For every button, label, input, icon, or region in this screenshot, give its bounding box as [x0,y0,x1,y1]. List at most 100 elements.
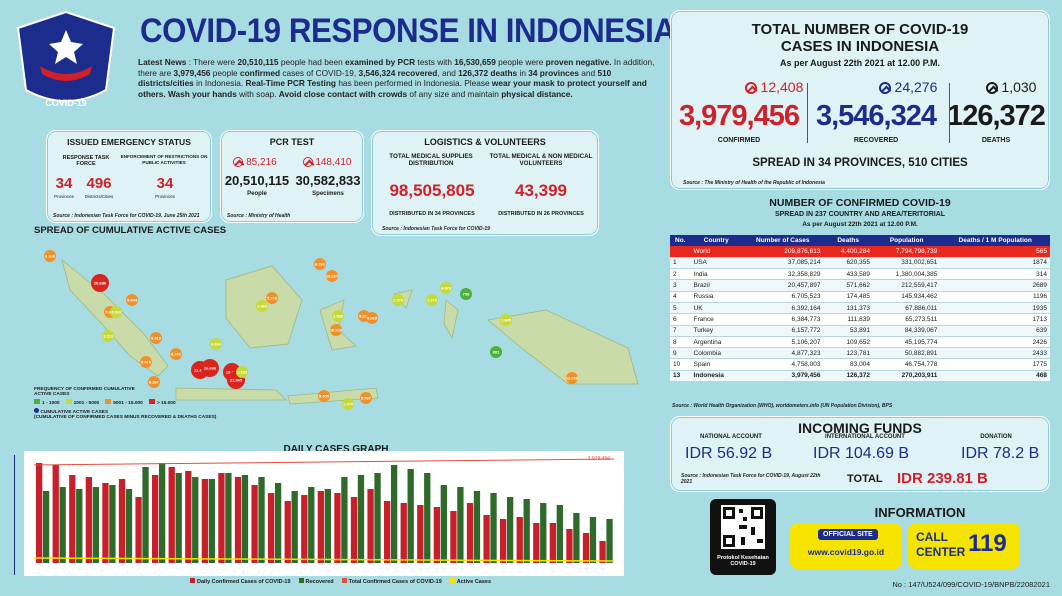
news-segment: wear your mask to protect yourself and o… [138,78,647,99]
intl-label: INTERNATIONAL ACCOUNT [825,434,905,440]
legend-items: 1 - 1000 1001 - 5000 5001 - 15.000 > 15.000 [34,399,274,406]
table-row: 10 Spain 4,758,003 83,004 46,754,778 1775 [670,358,1050,371]
daily-confirmed-bar [201,479,209,563]
total-label: TOTAL [847,473,883,485]
recovered-label: RECOVERED [853,137,899,144]
news-segment: Latest News [138,57,187,67]
page-title: COVID-19 RESPONSE IN INDONESIA [140,12,676,50]
incoming-funds-panel: INCOMING FUNDS NATIONAL ACCOUNT INTERNAT… [670,416,1050,492]
table-row: 4 Russia 6,705,523 174,485 145,934,462 1196 [670,291,1050,303]
recovered-bar [457,487,464,563]
table-cell: 50,882,891 [872,347,941,360]
map-marker-label: 8.397 [149,380,160,385]
news-segment: proven negative. [545,57,612,67]
news-segment: and [578,67,598,78]
table-cell: 3,979,456 [742,370,824,383]
qr-box[interactable]: Protokol Kesehatan COVID-19 [710,499,776,575]
table-cell: 111,839 [823,313,873,326]
map-marker: 5.097 [360,392,372,404]
table-cell: 270,203,911 [872,370,941,383]
table-cell: 314 [940,268,1050,281]
map-marker-label: 21.965 [230,378,243,383]
table-cell: 620,355 [823,257,873,270]
emergency-source: Source : Indonesian Task Force for COVID… [53,213,200,219]
national-label: NATIONAL ACCOUNT [700,434,762,440]
map-marker: 4.003 [110,306,122,318]
daily-confirmed-bar [52,465,59,563]
map-marker: 5.265 [266,292,278,304]
recovered-value: 3,546,324 [815,100,937,132]
table-cell: 84,339,067 [872,325,941,337]
center-label: CENTER [916,545,966,559]
legend-active: CUMULATIVE ACTIVE CASES [34,408,274,415]
table-cell: 6,157,772 [742,325,824,337]
daily-confirmed-bar [599,541,606,563]
supplies-note: DISTRIBUTED IN 34 PROVINCES [389,211,475,217]
map-marker: 20.686 [91,274,109,292]
emergency-title: ISSUED EMERGENCY STATUS [67,137,191,147]
table-cell: France [690,313,743,326]
pcr-test-panel: PCR TEST 85,216 148,410 20,510,115 30,58… [220,130,364,223]
call-center-box[interactable]: CALL CENTER 119 [908,523,1020,569]
table-header: No. [670,235,691,246]
table-row: 3 Brazil 20,457,897 571,662 212,559,417 2689 [670,279,1050,292]
table-cell: 2 [670,268,691,281]
table-cell: 45,195,774 [872,336,941,349]
table-cell: 4,400,284 [823,246,873,258]
news-segment: 3,546,324 recovered [358,67,438,78]
table-cell: 3 [670,279,691,292]
response-label: RESPONSE TASK FORCE [62,155,110,167]
recovered-bar [324,489,331,563]
table-row: 6 France 6,384,773 111,839 65,273,511 1713 [670,313,1050,326]
table-cell: 331,002,651 [872,257,941,270]
daily-confirmed-bar [135,497,142,563]
news-segment: 20,510,115 [237,57,279,67]
daily-confirmed-bar [317,491,325,563]
news-segment: in [517,67,529,78]
daily-confirmed-bar [85,477,93,563]
world-asper: As per August 22th 2021 at 12.00 P.M. [802,221,918,228]
map-marker: 4.878 [440,282,452,294]
news-segment: people were [495,57,546,67]
increase-arrow-icon [744,82,757,95]
news-segment: has been performed in Indonesia. Please [336,78,492,88]
logistics-title: LOGISTICS & VOLUNTEERS [424,137,546,147]
recovered-bar [424,473,431,563]
map-marker: 881 [490,346,502,358]
info-section: Protokol Kesehatan COVID-19 INFORMATION … [710,497,1050,579]
table-cell: 6,392,164 [742,302,824,315]
recovered-bar [606,519,613,563]
call-number[interactable]: 119 [968,530,1007,557]
map-marker: 1.273 [426,294,438,306]
table-cell: 1 [670,257,691,270]
daily-confirmed-bar [384,501,391,563]
website-box[interactable]: OFFICIAL SITE www.covid19.go.id [790,523,902,569]
specimens-increase: 148,410 [289,157,365,168]
map-marker-label: 10.826 [330,328,343,333]
legend-item: 1001 - 5000 [65,399,99,406]
daily-confirmed-bar [516,517,523,563]
legend-swatch [148,399,155,404]
people-label: People [247,191,267,197]
table-cell: UK [690,302,743,315]
legend-swatch [449,578,455,583]
table-cell: 53,891 [823,325,873,337]
news-segment: 126,372 deaths [458,67,518,78]
legend-note: (CUMULATIVE OF CONFIRMED CASES MINUS REC… [34,415,217,420]
daily-confirmed-bar [251,485,258,563]
graph-legend-item: Recovered [298,578,334,585]
daily-confirmed-bar [466,503,474,563]
national-value: IDR 56.92 B [685,445,773,462]
site-url[interactable]: www.covid19.go.id [807,547,885,557]
world-title: NUMBER OF CONFIRMED COVID-19 [769,197,951,209]
recovered-bar [125,489,133,563]
table-row: 7 Turkey 6,157,772 53,891 84,339,067 639 [670,325,1050,337]
volunteers-value: 43,399 [515,181,567,200]
map-marker-label: 9.415 [151,336,162,341]
table-cell: 2426 [940,336,1050,349]
table-cell: Turkey [690,325,743,337]
map-marker: 9.450 [318,390,330,402]
table-cell: 126,372 [823,370,873,383]
legend-swatch [105,399,112,404]
table-cell: 9 [670,347,691,360]
